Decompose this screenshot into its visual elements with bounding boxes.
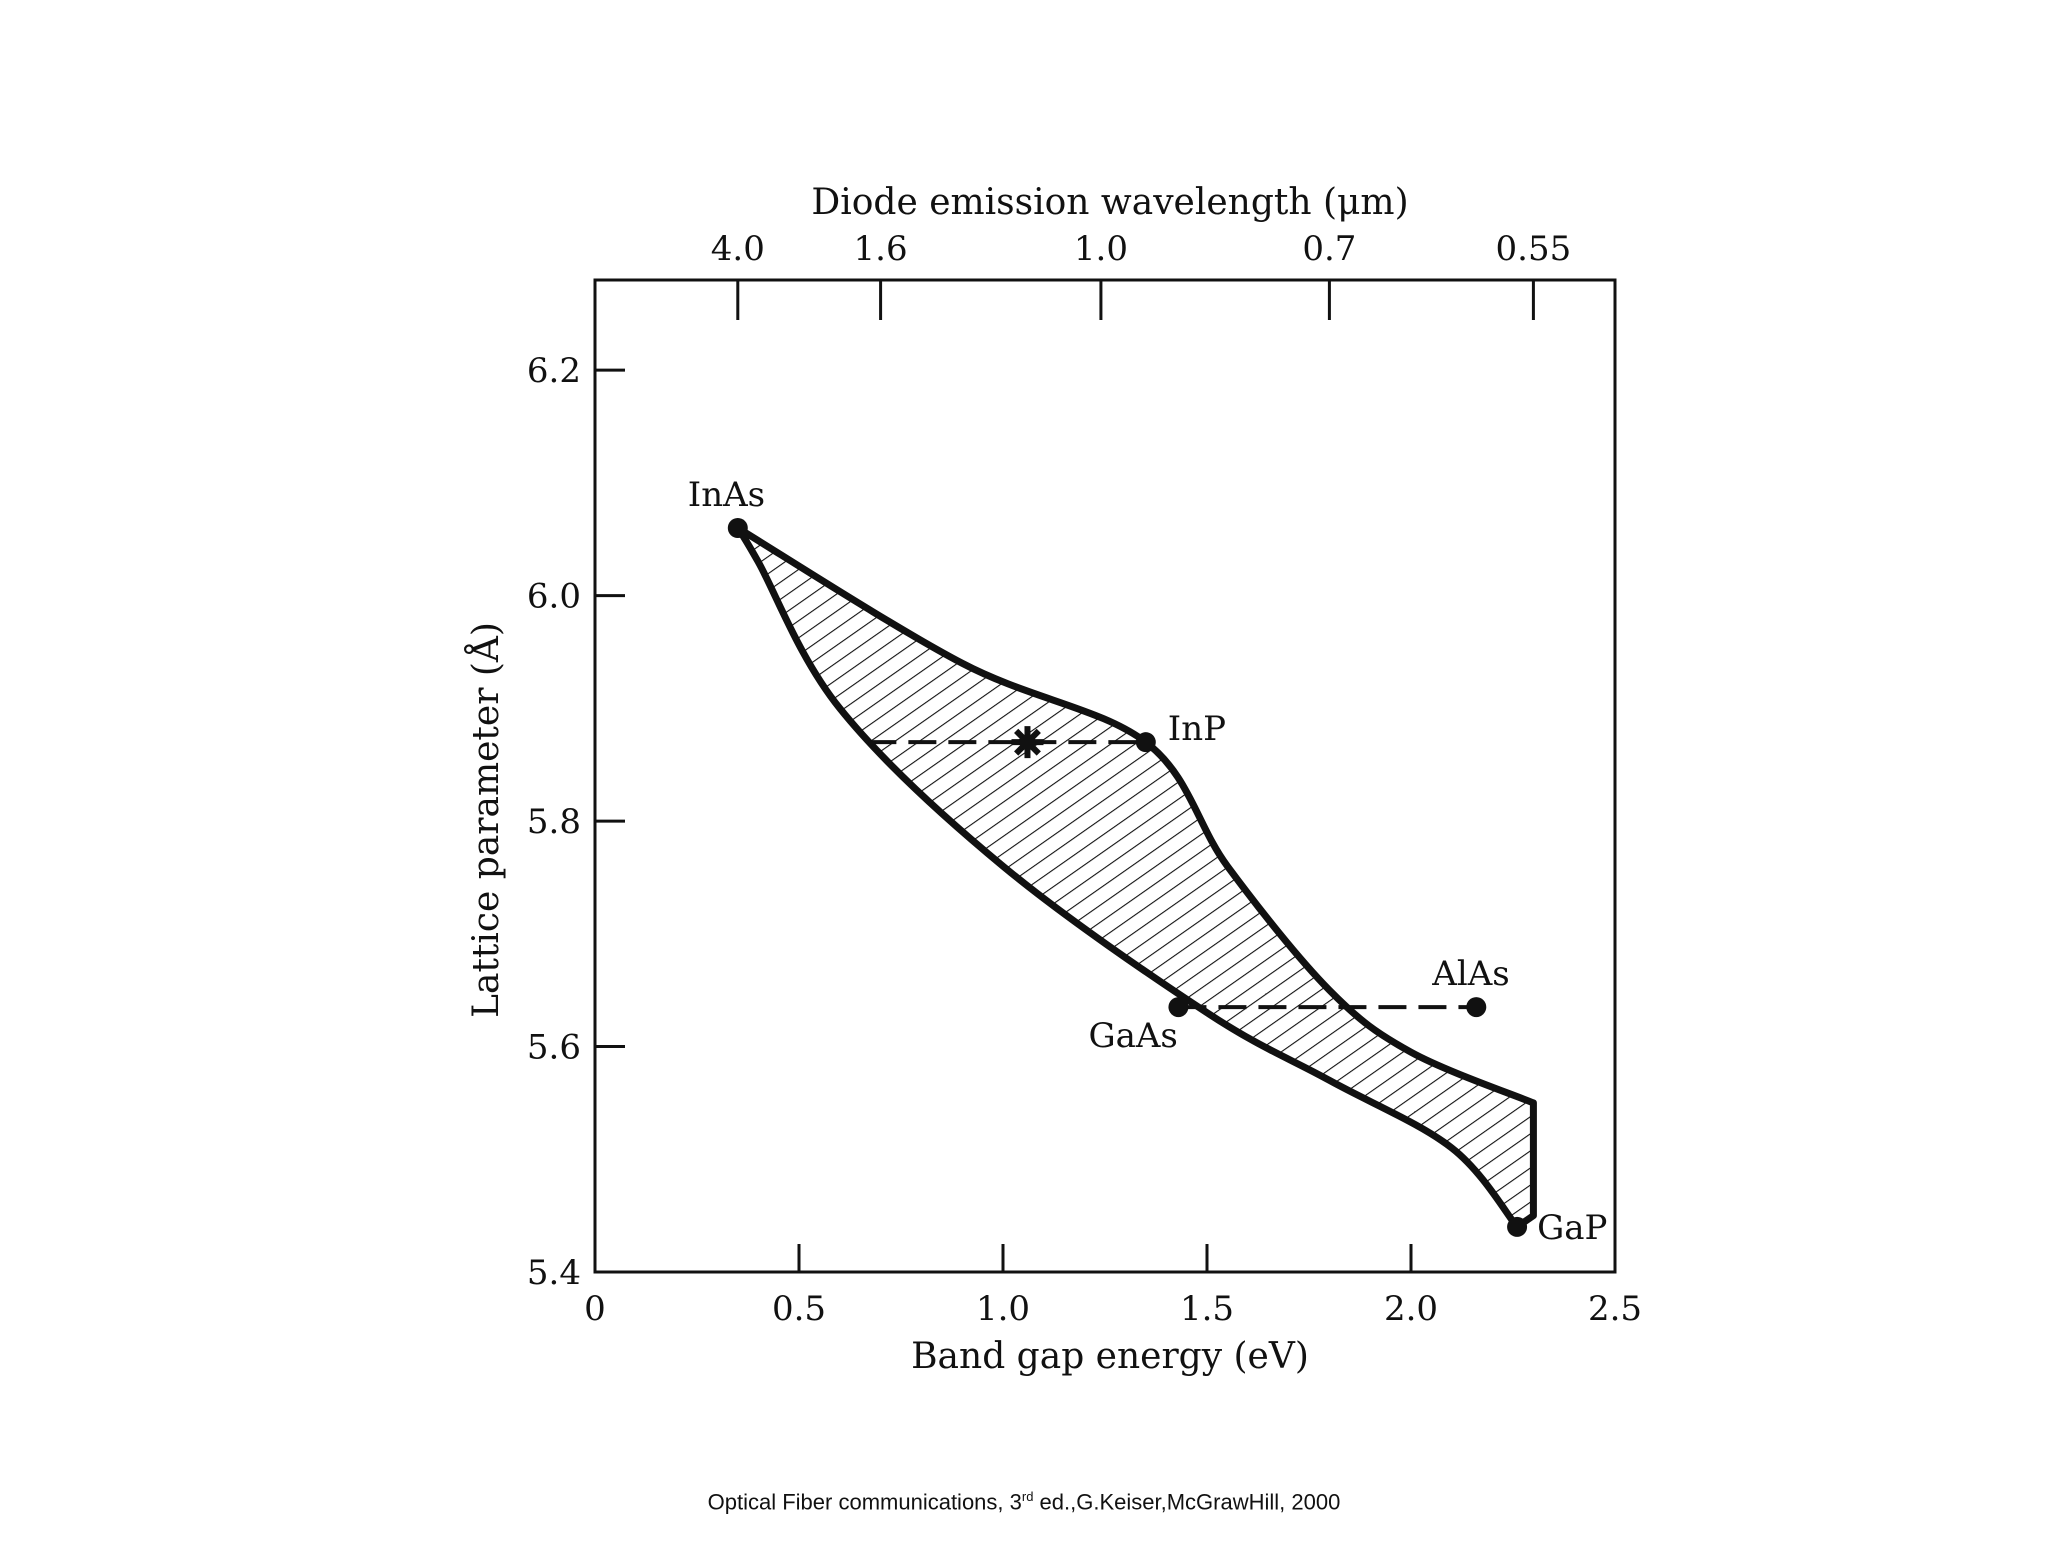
label-inp: InP xyxy=(1168,709,1226,749)
citation-superscript: rd xyxy=(1021,1489,1034,1504)
x-axis-title: Band gap energy (eV) xyxy=(911,1336,1309,1377)
x-tick-label-1.5: 1.5 xyxy=(1180,1289,1234,1329)
x-tick-label-0: 0 xyxy=(584,1289,606,1329)
top-tick-label-0.55: 0.55 xyxy=(1496,229,1572,269)
citation-prefix: Optical Fiber communications, 3 xyxy=(707,1489,1022,1515)
x-tick-label-2.0: 2.0 xyxy=(1384,1289,1438,1329)
point-inas xyxy=(727,518,748,538)
label-gap: GaP xyxy=(1537,1208,1607,1248)
label-inas: InAs xyxy=(688,475,765,515)
x-tick-label-0.5: 0.5 xyxy=(772,1289,826,1329)
top-tick-label-0.7: 0.7 xyxy=(1302,229,1356,269)
point-alas xyxy=(1466,997,1487,1018)
label-gaas: GaAs xyxy=(1088,1016,1177,1056)
citation-suffix: ed.,G.Keiser,McGrawHill, 2000 xyxy=(1033,1489,1341,1515)
top-tick-label-4.0: 4.0 xyxy=(711,229,765,269)
x-tick-label-1.0: 1.0 xyxy=(976,1289,1030,1329)
top-tick-label-1.6: 1.6 xyxy=(854,229,908,269)
y-tick-label-5.6: 5.6 xyxy=(527,1028,581,1068)
x-tick-label-2.5: 2.5 xyxy=(1588,1289,1642,1329)
star-marker xyxy=(1011,726,1044,759)
y-axis-title: Lattice parameter (Å) xyxy=(465,622,507,1018)
y-tick-label-5.8: 5.8 xyxy=(527,802,581,842)
alloy-region xyxy=(734,524,1537,1231)
y-tick-label-6.0: 6.0 xyxy=(527,577,581,617)
plot-frame xyxy=(593,278,1617,1274)
citation: Optical Fiber communications, 3rd ed.,G.… xyxy=(0,1489,2048,1515)
point-gaas xyxy=(1168,997,1189,1018)
label-alas: AlAs xyxy=(1431,954,1509,994)
top-axis-title: Diode emission wavelength (μm) xyxy=(811,182,1408,223)
top-tick-label-1.0: 1.0 xyxy=(1074,229,1128,269)
star-marker-core xyxy=(1019,734,1036,751)
point-inp xyxy=(1135,732,1156,753)
y-tick-label-6.2: 6.2 xyxy=(527,351,581,391)
point-gap xyxy=(1507,1216,1528,1237)
y-tick-label-5.4: 5.4 xyxy=(527,1253,581,1293)
